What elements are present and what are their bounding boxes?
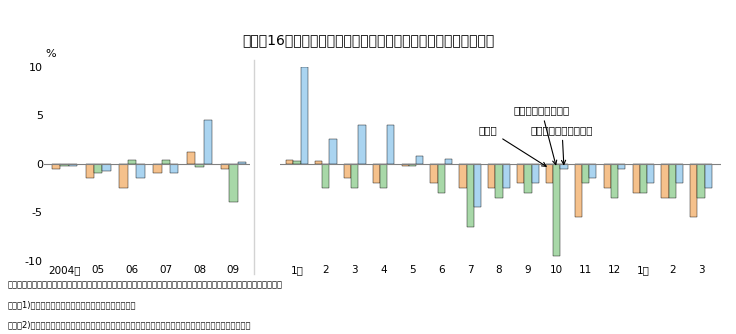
Bar [668, 164, 676, 198]
Bar [647, 164, 654, 183]
Bar [604, 164, 611, 188]
Bar [431, 164, 438, 183]
Bar [315, 161, 322, 164]
Bar [690, 164, 698, 217]
Bar [387, 125, 394, 164]
Text: コンビニエンスストア: コンビニエンスストア [531, 125, 593, 164]
Bar [495, 164, 503, 198]
Bar [524, 164, 531, 193]
Text: 2)百貨店・スーパーマーケットは食料品に限り、コンビニエンスストアは非食品、サービスを含む。: 2)百貨店・スーパーマーケットは食料品に限り、コンビニエンスストアは非食品、サー… [7, 321, 251, 330]
Bar [187, 152, 195, 164]
Bar [195, 164, 204, 167]
Text: 注：1)いずれも店舗数調整後（既存店ベース）の数値: 注：1)いずれも店舗数調整後（既存店ベース）の数値 [7, 301, 136, 310]
Text: 百貨店: 百貨店 [479, 125, 546, 166]
Bar [438, 164, 445, 193]
Bar [488, 164, 495, 188]
Bar [408, 164, 416, 166]
Bar [503, 164, 510, 188]
Bar [459, 164, 467, 188]
Text: 資料：日本百貨店協会、日本チェーンストア協会、（社）日本フランチャイズチェーン協会の資料を基に農林水産省で作成: 資料：日本百貨店協会、日本チェーンストア協会、（社）日本フランチャイズチェーン協… [7, 281, 283, 290]
Bar [286, 160, 294, 164]
Bar [445, 159, 452, 164]
Bar [611, 164, 618, 198]
Bar [60, 164, 68, 166]
Bar [162, 160, 170, 164]
Bar [294, 161, 300, 164]
Bar [372, 164, 380, 183]
Text: %: % [46, 49, 57, 59]
Bar [531, 164, 539, 183]
Bar [136, 164, 145, 178]
Bar [402, 164, 408, 166]
Bar [94, 164, 102, 173]
Text: スーパーマーケット: スーパーマーケット [514, 106, 570, 165]
Bar [85, 164, 94, 178]
Bar [380, 164, 387, 188]
Bar [704, 164, 712, 188]
Bar [546, 164, 553, 183]
Bar [330, 140, 336, 164]
Bar [590, 164, 596, 178]
Bar [467, 164, 474, 227]
Bar [68, 164, 77, 166]
Bar [221, 164, 229, 168]
Bar [204, 120, 212, 164]
Bar [322, 164, 330, 188]
Bar [517, 164, 524, 183]
Bar [474, 164, 481, 207]
Bar [52, 164, 60, 168]
Bar [575, 164, 582, 217]
Bar [618, 164, 626, 168]
Bar [238, 162, 246, 164]
Bar [344, 164, 351, 178]
Bar [582, 164, 590, 183]
Text: 図２－16　小売業の食料品販売額の対前年（同月）増減率の推移: 図２－16 小売業の食料品販売額の対前年（同月）増減率の推移 [242, 33, 494, 47]
Bar [416, 156, 423, 164]
Bar [358, 125, 366, 164]
Bar [662, 164, 668, 198]
Bar [676, 164, 683, 183]
Bar [300, 67, 308, 164]
Bar [698, 164, 704, 198]
Bar [632, 164, 640, 193]
Bar [119, 164, 128, 188]
Bar [128, 160, 136, 164]
Bar [560, 164, 567, 168]
Bar [553, 164, 560, 256]
Bar [170, 164, 178, 173]
Bar [640, 164, 647, 193]
Bar [351, 164, 358, 188]
Bar [229, 164, 238, 202]
Bar [153, 164, 162, 173]
Bar [102, 164, 111, 171]
